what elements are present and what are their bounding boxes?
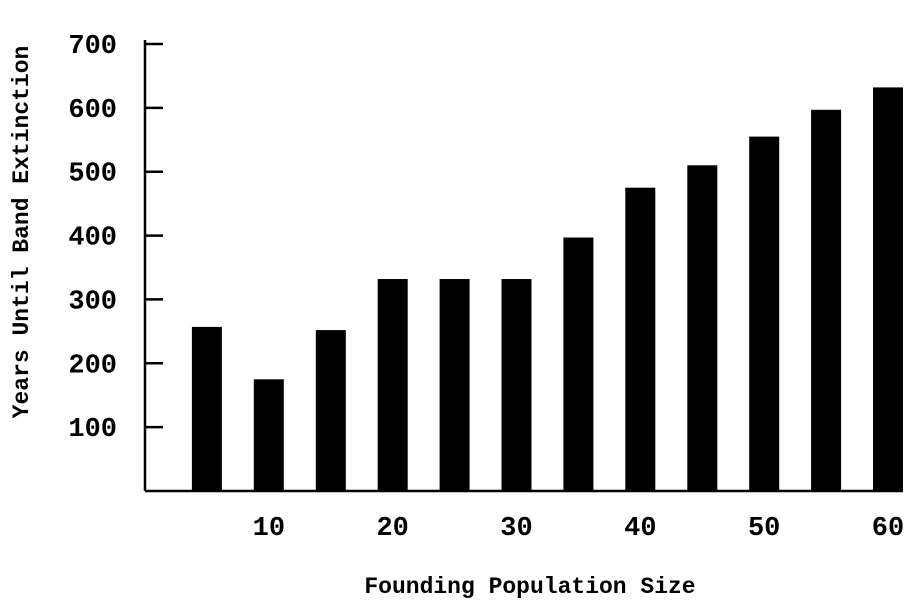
y-tick-label-100: 100: [68, 415, 117, 445]
bar-10: [253, 379, 284, 492]
y-tick-label-700: 700: [68, 32, 117, 62]
bar-15: [315, 330, 346, 491]
bars-group: [191, 87, 903, 492]
ticks-group: 100 200 300 400 500 600 700 10 20 30 40 50 60: [68, 32, 904, 544]
bar-25: [439, 279, 470, 491]
x-tick-label-20: 20: [376, 514, 408, 544]
bar-5: [191, 326, 222, 491]
x-tick-label-60: 60: [872, 514, 904, 544]
x-axis-title: Founding Population Size: [364, 574, 695, 600]
bar-50: [749, 136, 780, 491]
y-axis-title: Years Until Band Extinction: [9, 46, 35, 419]
bar-30: [501, 279, 532, 491]
y-tick-label-300: 300: [68, 287, 117, 317]
bar-60: [873, 87, 903, 492]
x-tick-label-50: 50: [748, 514, 780, 544]
bar-55: [811, 109, 842, 492]
bar-45: [687, 165, 718, 492]
x-tick-label-10: 10: [253, 514, 285, 544]
x-tick-label-40: 40: [624, 514, 656, 544]
y-tick-label-600: 600: [68, 96, 117, 126]
y-tick-label-500: 500: [68, 160, 117, 190]
bar-20: [377, 279, 408, 491]
bar-35: [563, 237, 594, 491]
y-tick-label-200: 200: [68, 351, 117, 381]
x-tick-label-30: 30: [500, 514, 532, 544]
y-tick-label-400: 400: [68, 224, 117, 254]
bar-40: [625, 187, 656, 491]
axes-group: [143, 40, 903, 493]
